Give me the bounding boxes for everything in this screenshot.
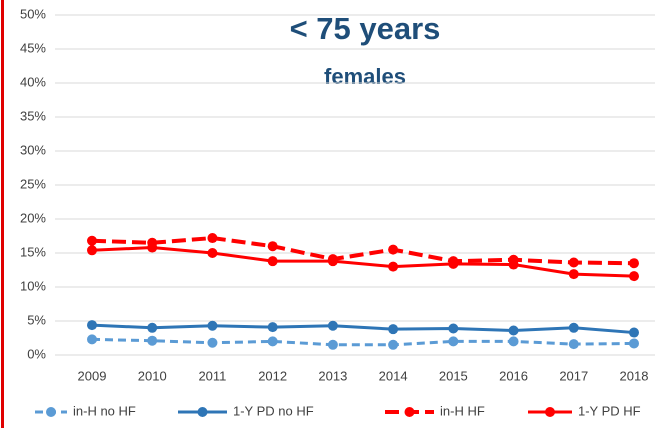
y-tick-label: 25% bbox=[20, 176, 46, 191]
point bbox=[207, 320, 218, 331]
y-tick-label: 45% bbox=[20, 40, 46, 55]
legend-marker bbox=[197, 407, 208, 417]
y-tick-label: 10% bbox=[20, 278, 46, 293]
legend-label: in-H no HF bbox=[73, 403, 136, 418]
x-tick-label: 2016 bbox=[499, 368, 528, 383]
point bbox=[267, 336, 278, 347]
x-tick-label: 2018 bbox=[620, 368, 649, 383]
y-tick-label: 40% bbox=[20, 74, 46, 89]
point bbox=[508, 336, 519, 347]
point bbox=[568, 339, 579, 350]
x-tick-label: 2014 bbox=[379, 368, 408, 383]
point bbox=[147, 335, 158, 346]
point bbox=[87, 235, 97, 246]
point bbox=[448, 336, 459, 347]
chart-title: < 75 years bbox=[290, 11, 441, 46]
point bbox=[327, 320, 338, 331]
point bbox=[629, 271, 639, 282]
x-tick-label: 2017 bbox=[559, 368, 588, 383]
series-line bbox=[91, 246, 635, 278]
point bbox=[388, 261, 399, 272]
x-tick-label: 2012 bbox=[258, 368, 287, 383]
point bbox=[629, 327, 639, 338]
point bbox=[267, 322, 278, 333]
y-tick-label: 0% bbox=[27, 346, 46, 361]
point bbox=[508, 325, 519, 336]
point bbox=[568, 257, 579, 268]
point bbox=[87, 334, 97, 345]
series-line bbox=[91, 236, 635, 266]
legend-label: 1-Y PD no HF bbox=[233, 403, 314, 418]
y-tick-label: 20% bbox=[20, 210, 46, 225]
point bbox=[388, 324, 399, 335]
point bbox=[147, 322, 158, 333]
point bbox=[448, 323, 459, 334]
point bbox=[87, 320, 97, 331]
point bbox=[508, 259, 519, 270]
y-tick-label: 15% bbox=[20, 244, 46, 259]
legend-marker bbox=[46, 407, 56, 417]
point bbox=[388, 244, 399, 255]
point bbox=[568, 322, 579, 333]
point bbox=[568, 269, 579, 280]
point bbox=[147, 242, 158, 253]
y-tick-label: 30% bbox=[20, 142, 46, 157]
point bbox=[448, 258, 459, 269]
legend-label: 1-Y PD HF bbox=[578, 403, 641, 418]
chart-subtitle: females bbox=[324, 64, 406, 89]
x-tick-label: 2009 bbox=[78, 368, 107, 383]
x-tick-label: 2015 bbox=[439, 368, 468, 383]
point bbox=[267, 256, 278, 267]
point bbox=[327, 339, 338, 350]
point bbox=[267, 241, 278, 252]
point bbox=[388, 339, 399, 350]
legend-marker bbox=[404, 407, 415, 417]
point bbox=[207, 248, 218, 258]
y-tick-label: 50% bbox=[20, 6, 46, 21]
legend-label: in-H HF bbox=[440, 403, 485, 418]
legend-marker bbox=[545, 407, 555, 417]
series-line bbox=[91, 323, 635, 335]
y-tick-label: 35% bbox=[20, 108, 46, 123]
point bbox=[629, 258, 639, 269]
x-tick-label: 2013 bbox=[318, 368, 347, 383]
point bbox=[207, 337, 218, 348]
point bbox=[207, 233, 218, 244]
y-tick-label: 5% bbox=[27, 312, 46, 327]
x-tick-label: 2011 bbox=[198, 368, 226, 383]
point bbox=[327, 256, 338, 267]
x-tick-label: 2010 bbox=[138, 368, 167, 383]
point bbox=[629, 338, 639, 349]
point bbox=[87, 245, 97, 256]
